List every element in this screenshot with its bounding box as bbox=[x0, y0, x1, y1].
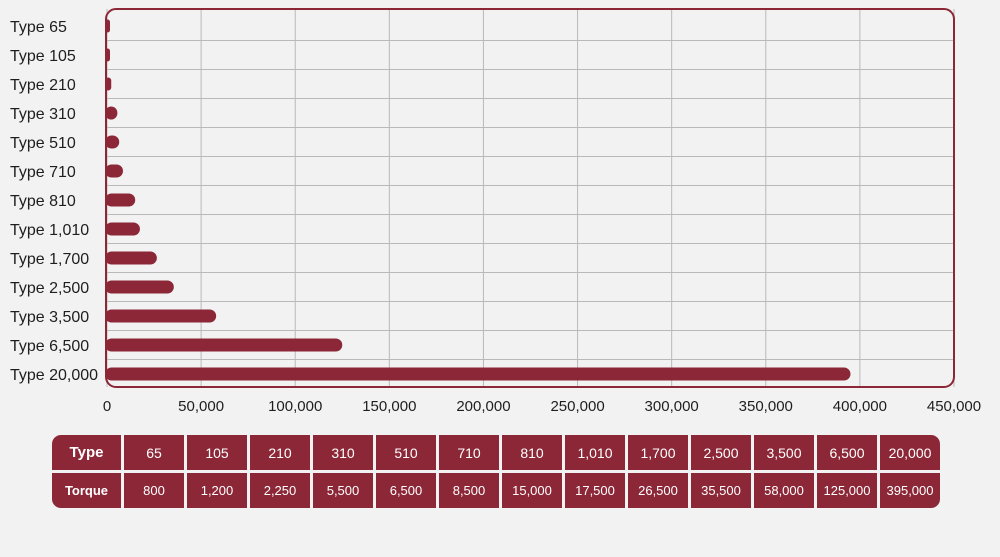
category-label: Type 1,700 bbox=[10, 251, 89, 268]
x-tick-label: 100,000 bbox=[268, 398, 322, 415]
type-header-cell: Type bbox=[52, 435, 121, 470]
torque-cell: 6,500 bbox=[376, 473, 436, 508]
torque-cell: 8,500 bbox=[439, 473, 499, 508]
torque-cell: 800 bbox=[124, 473, 184, 508]
type-cell: 65 bbox=[124, 435, 184, 470]
category-labels: Type 65 Type 105 Type 210 Type 310 Type 510 T… bbox=[10, 19, 98, 384]
bar-chart: Type 65 Type 105 Type 210 Type 310 Type 510 T… bbox=[10, 8, 981, 415]
torque-cell: 5,500 bbox=[313, 473, 373, 508]
category-label: Type 3,500 bbox=[10, 309, 89, 326]
type-cell: 2,500 bbox=[691, 435, 751, 470]
bar bbox=[105, 193, 136, 207]
type-cell: 20,000 bbox=[880, 435, 940, 470]
type-cell: 1,010 bbox=[565, 435, 625, 470]
type-cell: 6,500 bbox=[817, 435, 877, 470]
bar bbox=[105, 222, 140, 236]
category-label: Type 310 bbox=[10, 106, 76, 123]
x-tick-label: 50,000 bbox=[178, 398, 224, 415]
type-cell: 210 bbox=[250, 435, 310, 470]
category-label: Type 1,010 bbox=[10, 222, 89, 239]
bars bbox=[105, 19, 851, 381]
type-cell: 710 bbox=[439, 435, 499, 470]
category-label: Type 710 bbox=[10, 164, 76, 181]
category-label: Type 6,500 bbox=[10, 338, 89, 355]
bar bbox=[105, 338, 343, 352]
category-label: Type 2,500 bbox=[10, 280, 89, 297]
torque-cell: 17,500 bbox=[565, 473, 625, 508]
type-torque-table: Type 65 105 210 310 510 710 810 1,010 1,700 2,500… bbox=[52, 435, 940, 508]
category-label: Type 20,000 bbox=[10, 367, 98, 384]
type-row: Type 65 105 210 310 510 710 810 1,010 1,700 2,500… bbox=[52, 435, 940, 470]
type-cell: 105 bbox=[187, 435, 247, 470]
type-cell: 3,500 bbox=[754, 435, 814, 470]
x-tick-label: 0 bbox=[103, 398, 111, 415]
x-tick-label: 300,000 bbox=[645, 398, 699, 415]
bar bbox=[105, 367, 851, 381]
bar bbox=[105, 280, 174, 294]
category-label: Type 65 bbox=[10, 19, 67, 36]
x-tick-label: 400,000 bbox=[833, 398, 887, 415]
gridlines bbox=[106, 9, 955, 387]
x-tick-label: 150,000 bbox=[362, 398, 416, 415]
torque-cell: 2,250 bbox=[250, 473, 310, 508]
torque-cell: 395,000 bbox=[880, 473, 940, 508]
category-label: Type 810 bbox=[10, 193, 76, 210]
torque-cell: 26,500 bbox=[628, 473, 688, 508]
x-tick-labels: 0 50,000 100,000 150,000 200,000 250,000 300,0… bbox=[103, 398, 981, 415]
plot-frame bbox=[105, 8, 955, 388]
x-tick-label: 200,000 bbox=[456, 398, 510, 415]
category-label: Type 105 bbox=[10, 48, 76, 65]
type-cell: 510 bbox=[376, 435, 436, 470]
bar bbox=[105, 164, 123, 178]
type-cell: 810 bbox=[502, 435, 562, 470]
torque-cell: 1,200 bbox=[187, 473, 247, 508]
torque-cell: 35,500 bbox=[691, 473, 751, 508]
torque-row: Torque 800 1,200 2,250 5,500 6,500 8,500 15,00… bbox=[52, 473, 940, 508]
bar bbox=[105, 309, 217, 323]
bar bbox=[105, 106, 118, 120]
bar bbox=[105, 251, 157, 265]
x-tick-label: 450,000 bbox=[927, 398, 981, 415]
type-cell: 310 bbox=[313, 435, 373, 470]
torque-cell: 15,000 bbox=[502, 473, 562, 508]
category-label: Type 210 bbox=[10, 77, 76, 94]
torque-cell: 58,000 bbox=[754, 473, 814, 508]
torque-header-cell: Torque bbox=[52, 473, 121, 508]
torque-cell: 125,000 bbox=[817, 473, 877, 508]
category-label: Type 510 bbox=[10, 135, 76, 152]
x-tick-label: 350,000 bbox=[739, 398, 793, 415]
x-tick-label: 250,000 bbox=[550, 398, 604, 415]
bar bbox=[105, 135, 120, 149]
type-cell: 1,700 bbox=[628, 435, 688, 470]
